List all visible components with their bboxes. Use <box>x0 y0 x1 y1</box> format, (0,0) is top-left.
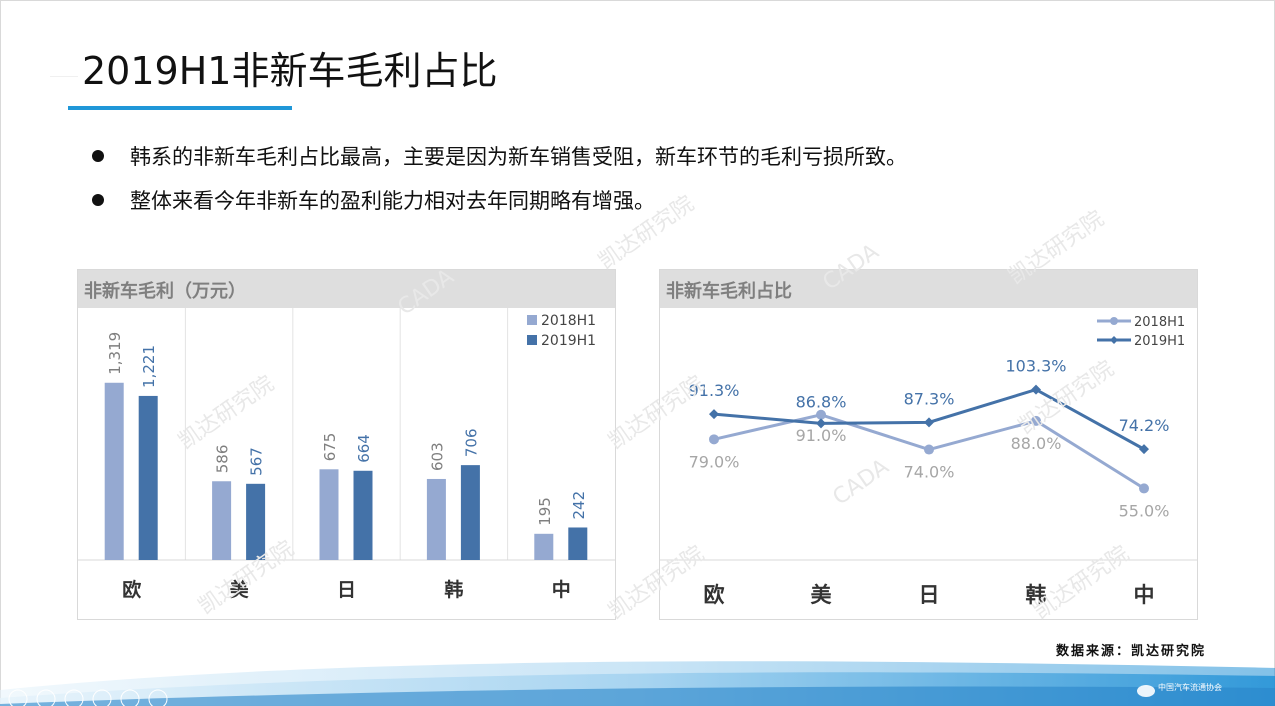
page-title: 2019H1非新车毛利占比 <box>82 49 498 93</box>
data-point-2018H1 <box>1139 483 1149 494</box>
legend-marker <box>1110 336 1118 344</box>
line-data-label: 87.3% <box>904 389 955 408</box>
line-data-label: 86.8% <box>796 392 847 411</box>
bar-2018H1 <box>534 533 554 560</box>
line-data-label: 103.3% <box>1005 357 1066 376</box>
legend-label: 2019H1 <box>541 333 596 349</box>
bar-2018H1 <box>104 382 124 560</box>
title-underline <box>68 106 292 110</box>
category-label: 美 <box>230 578 250 601</box>
category-label: 日 <box>919 583 940 607</box>
category-label: 中 <box>552 578 571 601</box>
bar-data-label: 603 <box>428 442 446 471</box>
category-label: 美 <box>811 583 832 607</box>
bullet-text-2: 整体来看今年非新车的盈利能力相对去年同期略有增强。 <box>130 189 655 213</box>
category-label: 中 <box>1134 583 1155 607</box>
line-data-label: 74.0% <box>904 463 955 482</box>
data-point-2019H1 <box>816 418 826 429</box>
line-data-label: 91.3% <box>689 381 740 400</box>
bar-data-label: 1,221 <box>140 345 158 388</box>
line-data-label: 88.0% <box>1011 434 1062 453</box>
bar-2018H1 <box>212 481 232 560</box>
category-label: 韩 <box>1026 583 1047 607</box>
bar-chart-header: 非新车毛利（万元） <box>78 270 615 308</box>
bar-data-label: 706 <box>462 428 480 457</box>
line-chart: 79.0% 91.0% 74.0% 88.0% 55.0% 91.3% 86.8% 87.3%… <box>660 315 1197 607</box>
bar-data-label: 242 <box>570 491 588 520</box>
bar-data-label: 567 <box>248 447 266 476</box>
bar-2019H1 <box>353 470 373 560</box>
data-point-2019H1 <box>924 417 934 428</box>
line-data-label: 74.2% <box>1119 416 1170 435</box>
footer-wave <box>0 661 1275 706</box>
bar-data-label: 195 <box>536 497 554 526</box>
bullet-dot-icon <box>92 150 104 162</box>
footer-logo-text: 中国汽车流通协会 <box>1158 683 1222 692</box>
bar-2019H1 <box>568 527 588 560</box>
legend-swatch-2018H1 <box>527 315 537 325</box>
data-point-2018H1 <box>1031 415 1041 426</box>
legend-label: 2018H1 <box>1134 315 1185 330</box>
category-label: 欧 <box>704 583 725 607</box>
legend-label: 2018H1 <box>541 313 596 329</box>
bullet-dot-icon <box>92 194 104 206</box>
bullet-1: 韩系的非新车毛利占比最高，主要是因为新车销售受阻，新车环节的毛利亏损所致。 <box>92 141 907 171</box>
bar-chart: 1,319 1,221 欧 586 567 美 675 664 日 603 706 韩 195 242 中 2… <box>78 308 615 601</box>
line-chart-header: 非新车毛利占比 <box>660 270 1197 308</box>
line-data-label: 79.0% <box>689 452 740 471</box>
bar-2019H1 <box>246 483 266 560</box>
bar-2019H1 <box>138 395 158 560</box>
title-decoration <box>50 76 78 77</box>
line-chart-title: 非新车毛利占比 <box>666 281 792 302</box>
legend-marker <box>1110 317 1118 325</box>
legend-swatch-2019H1 <box>527 335 537 345</box>
line-data-label: 55.0% <box>1119 501 1170 520</box>
bar-chart-panel: 非新车毛利（万元） 1,319 1,221 欧 586 567 美 675 664 日 603 70… <box>77 269 616 620</box>
category-label: 欧 <box>122 578 141 601</box>
bar-data-label: 664 <box>355 434 373 463</box>
bar-data-label: 675 <box>321 433 339 462</box>
bar-2018H1 <box>319 469 339 560</box>
bullet-2: 整体来看今年非新车的盈利能力相对去年同期略有增强。 <box>92 185 655 215</box>
bar-2018H1 <box>426 478 446 560</box>
category-label: 韩 <box>444 578 463 601</box>
bar-chart-title: 非新车毛利（万元） <box>84 281 246 302</box>
data-point-2018H1 <box>924 444 934 455</box>
line-data-label: 91.0% <box>796 426 847 445</box>
category-label: 日 <box>337 579 356 601</box>
data-source: 数据来源：凯达研究院 <box>1056 644 1207 659</box>
bar-data-label: 1,319 <box>106 332 124 375</box>
data-point-2019H1 <box>1031 384 1041 395</box>
data-point-2018H1 <box>709 434 719 445</box>
data-point-2019H1 <box>709 409 719 420</box>
bar-2019H1 <box>460 465 480 560</box>
bar-data-label: 586 <box>214 445 232 474</box>
data-point-2018H1 <box>816 409 826 420</box>
legend-label: 2019H1 <box>1134 334 1185 349</box>
data-point-2019H1 <box>1139 444 1149 455</box>
bullet-text-1: 韩系的非新车毛利占比最高，主要是因为新车销售受阻，新车环节的毛利亏损所致。 <box>130 145 907 169</box>
line-chart-panel: 非新车毛利占比 79.0% 91.0% 74.0% 88.0% 55.0% 91.3% 86… <box>659 269 1198 620</box>
